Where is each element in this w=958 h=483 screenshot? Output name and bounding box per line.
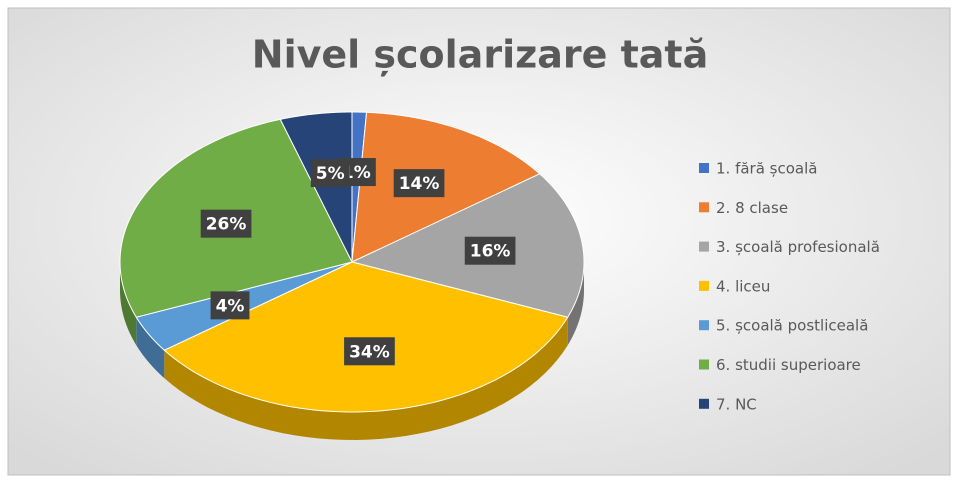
data-label-box [210,291,250,320]
legend-label: 6. studii superioare [716,356,861,374]
data-label: 14% [393,169,445,198]
pie: 1%14%16%34%4%26%5% [119,111,585,440]
slice [163,261,569,413]
data-label-box [464,236,516,265]
legend-label: 5. școală postliceală [716,317,868,335]
data-label-box [344,337,395,366]
data-label: 4% [210,291,250,320]
slice [351,111,541,263]
legend-label: 7. NC [716,395,757,413]
data-label-box [393,169,445,198]
legend-label: 1. fără școală [716,160,817,178]
slice-side [136,317,165,379]
legend-swatch [699,280,709,291]
slice-side [120,262,137,346]
legend-swatch [699,202,709,213]
legend-label: 4. liceu [716,277,770,295]
legend-swatch [699,163,709,173]
data-label: 26% [200,209,252,238]
slice-side [164,317,568,440]
data-label-box [310,159,350,188]
data-label-text: 34% [349,342,390,362]
legend-swatch [699,398,709,409]
data-label-box [200,209,252,238]
legend-swatch [699,320,709,331]
legend: 1. fără școală 2. 8 clase 3. școală profes… [699,160,880,413]
data-label-text: 16% [470,242,511,262]
slice-side [567,262,584,346]
legend-swatch [699,359,709,370]
data-label: 5% [310,159,350,188]
data-label-text: 5% [316,164,345,184]
legend-label: 2. 8 clase [716,199,788,217]
data-label: 34% [344,337,395,366]
data-label-text: 4% [216,296,245,316]
legend-label: 3. școală profesională [716,238,880,256]
chart-title: Nivel școlarizare tată [252,33,708,77]
data-label-text: 14% [399,174,440,194]
data-label-text: 26% [206,215,247,235]
data-label: 16% [464,236,516,265]
legend-swatch [699,241,709,252]
